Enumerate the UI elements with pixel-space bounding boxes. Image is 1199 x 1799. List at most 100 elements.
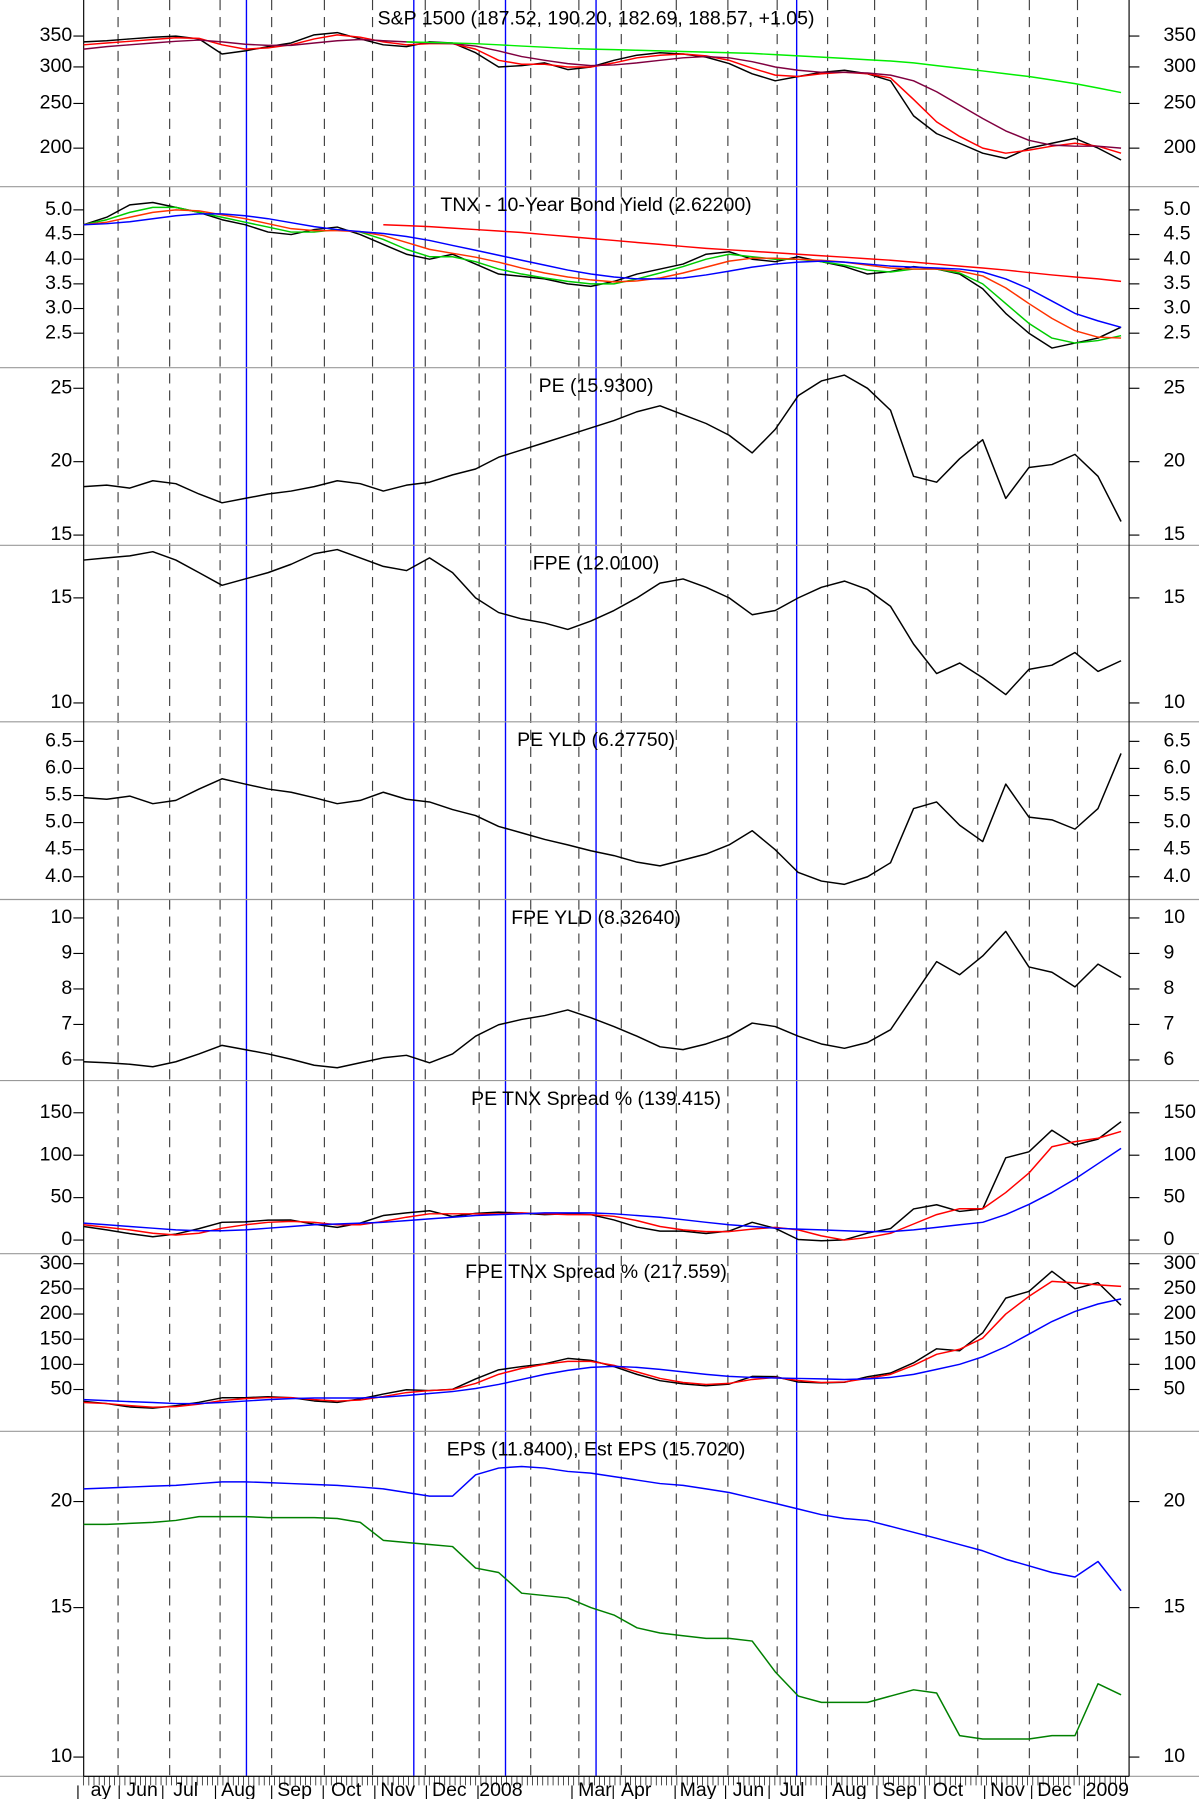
- y-tick-label: 350: [40, 24, 73, 46]
- y-tick-label: 15: [51, 1596, 73, 1618]
- y-tick-label-right: 150: [1163, 1101, 1196, 1123]
- panel-title: PE YLD (6.27750): [517, 729, 675, 751]
- y-tick-label: 15: [51, 523, 73, 545]
- data-line: [83, 1280, 1122, 1408]
- x-tick-label: Nov: [990, 1779, 1025, 1799]
- x-tick-label: Oct: [331, 1779, 362, 1799]
- data-line: [83, 374, 1122, 522]
- x-tick-label: 2008: [479, 1779, 522, 1799]
- y-tick-label-right: 20: [1163, 450, 1185, 472]
- y-tick-label: 150: [40, 1101, 73, 1123]
- panel-title: PE TNX Spread % (139.415): [471, 1088, 721, 1110]
- y-tick-label-right: 350: [1163, 24, 1196, 46]
- y-tick-label-right: 10: [1163, 906, 1185, 928]
- y-tick-label-right: 0: [1163, 1228, 1174, 1250]
- y-tick-label-right: 9: [1163, 942, 1174, 964]
- panel-title: EPS (11.8400), Est EPS (15.7020): [447, 1439, 746, 1461]
- y-tick-label-right: 5.5: [1163, 784, 1190, 806]
- data-line: [83, 930, 1122, 1069]
- panel-title: FPE TNX Spread % (217.559): [465, 1261, 727, 1283]
- panel-title: S&P 1500 (187.52, 190.20, 182.69, 188.57…: [378, 7, 815, 29]
- y-tick-label-right: 300: [1163, 55, 1196, 77]
- y-tick-label-right: 7: [1163, 1013, 1174, 1035]
- y-tick-label-right: 4.0: [1163, 865, 1190, 887]
- data-line: [83, 206, 1122, 344]
- data-line: [83, 753, 1122, 886]
- data-line: [83, 38, 1122, 149]
- y-tick-label: 10: [51, 691, 73, 713]
- y-tick-label: 9: [61, 942, 72, 964]
- data-line: [383, 223, 1122, 283]
- panel-title: FPE (12.0100): [533, 553, 660, 575]
- y-tick-label: 3.5: [45, 272, 72, 294]
- y-tick-label: 250: [40, 1277, 73, 1299]
- data-line: [83, 1147, 1122, 1233]
- data-line: [83, 1130, 1122, 1241]
- y-tick-label: 6.0: [45, 757, 72, 779]
- y-tick-label: 100: [40, 1353, 73, 1375]
- panel-title: TNX - 10-Year Bond Yield (2.62200): [440, 194, 751, 216]
- y-tick-label: 5.0: [45, 198, 72, 220]
- y-tick-label-right: 3.0: [1163, 297, 1190, 319]
- y-tick-label: 50: [51, 1378, 73, 1400]
- y-tick-label: 50: [51, 1186, 73, 1208]
- y-tick-label: 0: [61, 1228, 72, 1250]
- y-tick-label-right: 100: [1163, 1143, 1196, 1165]
- y-tick-label-right: 6: [1163, 1048, 1174, 1070]
- y-tick-label: 250: [40, 92, 73, 114]
- y-tick-label: 25: [51, 376, 73, 398]
- panel-title: FPE YLD (8.32640): [511, 907, 681, 929]
- y-tick-label: 6: [61, 1048, 72, 1070]
- x-tick-label: May: [680, 1779, 717, 1799]
- y-tick-label-right: 15: [1163, 1596, 1185, 1618]
- y-tick-label-right: 4.5: [1163, 223, 1190, 245]
- x-tick-label: Apr: [621, 1779, 652, 1799]
- y-tick-label-right: 2.5: [1163, 321, 1190, 343]
- y-tick-label-right: 250: [1163, 1277, 1196, 1299]
- y-tick-label: 4.5: [45, 223, 72, 245]
- y-tick-label-right: 5.0: [1163, 811, 1190, 833]
- y-tick-label: 5.5: [45, 784, 72, 806]
- y-tick-label-right: 150: [1163, 1327, 1196, 1349]
- y-tick-label-right: 15: [1163, 586, 1185, 608]
- y-tick-label: 6.5: [45, 730, 72, 752]
- panel-title: PE (15.9300): [539, 375, 654, 397]
- y-tick-label: 3.0: [45, 297, 72, 319]
- y-tick-label: 20: [51, 1490, 73, 1512]
- y-tick-label: 150: [40, 1327, 73, 1349]
- y-tick-label-right: 200: [1163, 1302, 1196, 1324]
- y-tick-label-right: 50: [1163, 1186, 1185, 1208]
- y-tick-label: 15: [51, 586, 73, 608]
- y-tick-label-right: 3.5: [1163, 272, 1190, 294]
- x-tick-label: Dec: [432, 1779, 467, 1799]
- y-tick-label-right: 300: [1163, 1252, 1196, 1274]
- x-tick-label: Jun: [733, 1779, 764, 1799]
- y-tick-label: 2.5: [45, 321, 72, 343]
- y-tick-label-right: 250: [1163, 92, 1196, 114]
- y-tick-label: 200: [40, 1302, 73, 1324]
- y-tick-label: 7: [61, 1013, 72, 1035]
- y-tick-label-right: 10: [1163, 691, 1185, 713]
- y-tick-label: 5.0: [45, 811, 72, 833]
- y-tick-label: 300: [40, 1252, 73, 1274]
- x-tick-label: Jul: [173, 1779, 198, 1799]
- y-tick-label: 4.0: [45, 247, 72, 269]
- y-tick-label-right: 20: [1163, 1490, 1185, 1512]
- y-tick-label: 200: [40, 136, 73, 158]
- x-tick-label: Sep: [882, 1779, 917, 1799]
- y-tick-label-right: 10: [1163, 1745, 1185, 1767]
- y-tick-label: 10: [51, 1745, 73, 1767]
- y-tick-label-right: 25: [1163, 376, 1185, 398]
- y-tick-label-right: 15: [1163, 523, 1185, 545]
- y-tick-label-right: 100: [1163, 1353, 1196, 1375]
- y-tick-label: 4.0: [45, 865, 72, 887]
- x-tick-label: Mar: [578, 1779, 612, 1799]
- y-tick-label-right: 4.5: [1163, 838, 1190, 860]
- y-tick-label: 300: [40, 55, 73, 77]
- y-tick-label: 100: [40, 1143, 73, 1165]
- y-tick-label-right: 6.0: [1163, 757, 1190, 779]
- data-line: [406, 41, 1122, 94]
- x-tick-label: ay: [91, 1779, 112, 1799]
